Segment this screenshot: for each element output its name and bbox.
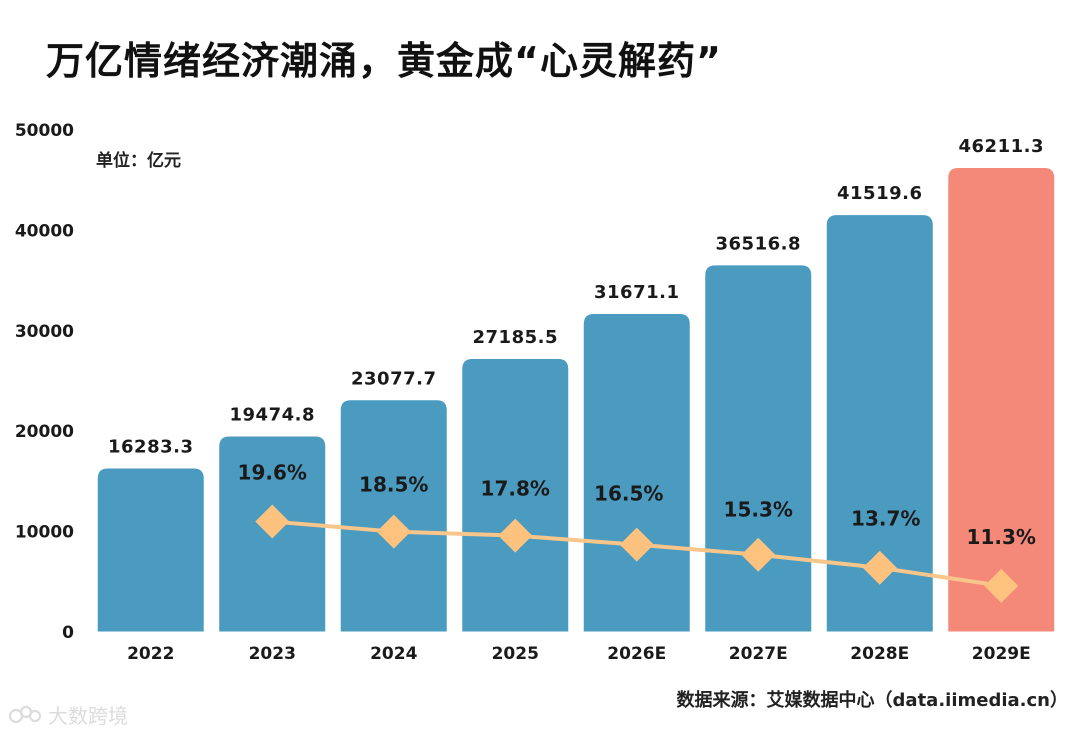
x-category-label: 2027E	[729, 644, 788, 664]
x-category-label: 2024	[370, 644, 417, 664]
x-category-label: 2022	[127, 644, 174, 664]
bar-value-label: 19474.8	[230, 404, 315, 425]
bar-value-label: 46211.3	[959, 136, 1044, 157]
bar-value-label: 16283.3	[108, 437, 193, 458]
growth-rate-marker	[984, 568, 1019, 603]
bar	[948, 168, 1055, 632]
unit-label: 单位：亿元	[96, 151, 181, 171]
watermark-text: 大数跨境	[48, 704, 128, 728]
y-tick-label: 30000	[15, 322, 74, 342]
growth-rate-marker	[619, 527, 654, 562]
bar-value-label: 27185.5	[473, 327, 558, 348]
y-tick-label: 50000	[15, 121, 74, 141]
x-category-label: 2029E	[972, 644, 1031, 664]
growth-rate-marker	[741, 537, 776, 572]
growth-rate-marker	[862, 550, 897, 585]
bar	[97, 468, 204, 632]
growth-rate-marker	[376, 514, 411, 549]
growth-rate-label: 18.5%	[359, 473, 428, 497]
y-tick-label: 10000	[15, 523, 74, 543]
growth-rate-label: 15.3%	[724, 498, 793, 522]
watermark-logo-icon	[8, 705, 42, 723]
bar	[826, 215, 933, 632]
chart-title: 万亿情绪经济潮涌，黄金成“心灵解药”	[46, 39, 722, 83]
x-category-label: 2025	[492, 644, 539, 664]
y-tick-label: 0	[62, 623, 74, 643]
x-category-label: 2023	[249, 644, 296, 664]
bar	[583, 314, 690, 632]
bar-value-label: 31671.1	[594, 282, 679, 303]
y-tick-label: 40000	[15, 221, 74, 241]
x-category-label: 2026E	[607, 644, 666, 664]
bar-value-label: 41519.6	[837, 183, 922, 204]
bar	[705, 265, 812, 632]
growth-rate-marker	[255, 504, 290, 539]
bar-value-label: 36516.8	[716, 233, 801, 254]
growth-rate-label: 17.8%	[481, 477, 550, 501]
growth-rate-marker	[498, 518, 533, 553]
bar-value-label: 23077.7	[351, 368, 436, 389]
bar	[462, 359, 569, 632]
growth-rate-label: 16.5%	[594, 482, 663, 506]
growth-rate-label: 19.6%	[238, 461, 307, 485]
y-tick-label: 20000	[15, 422, 74, 442]
x-category-label: 2028E	[850, 644, 909, 664]
watermark: 大数跨境	[8, 700, 128, 729]
growth-rate-label: 13.7%	[851, 507, 920, 531]
source-note: 数据来源：艾媒数据中心（data.iimedia.cn）	[676, 690, 1068, 711]
growth-rate-label: 11.3%	[967, 525, 1036, 549]
